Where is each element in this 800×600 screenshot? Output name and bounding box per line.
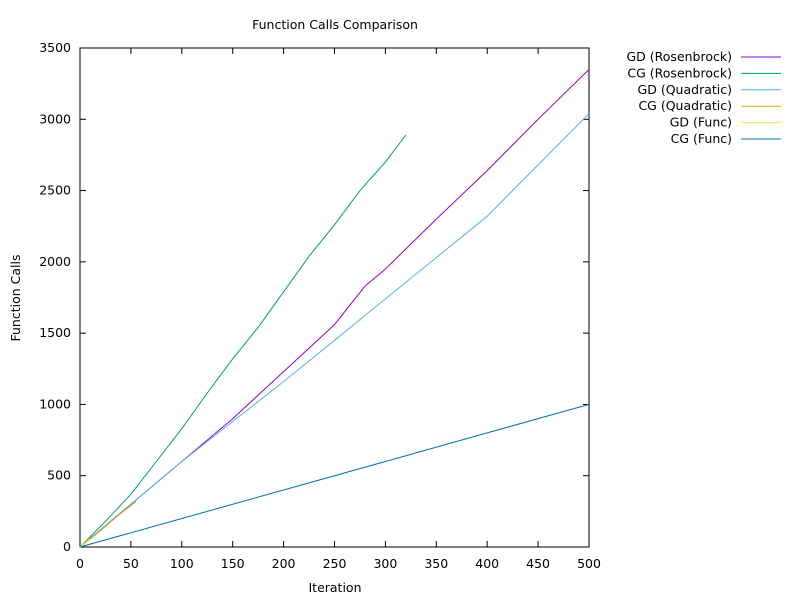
x-axis-label: Iteration	[308, 580, 361, 595]
x-tick-label: 0	[76, 556, 84, 571]
y-tick-label: 0	[63, 539, 71, 554]
series-line-cg-func	[79, 403, 590, 548]
legend-label: GD (Rosenbrock)	[627, 49, 733, 64]
plot-area	[79, 47, 590, 548]
plot-frame	[79, 47, 590, 548]
legend-label: GD (Quadratic)	[638, 82, 732, 97]
series-line-gd-quadratic	[79, 113, 590, 548]
x-tick-label: 450	[526, 556, 550, 571]
y-axis-label: Function Calls	[8, 255, 23, 342]
x-tick-label: 150	[221, 556, 245, 571]
series-line-cg-rosenbrock	[79, 134, 407, 548]
y-tick-label: 1000	[39, 396, 71, 411]
series-line-gd-func	[79, 538, 91, 548]
x-axis: 0 50 100 150 200 250 300 350 400 450 500	[76, 48, 601, 571]
legend-label: CG (Rosenbrock)	[627, 65, 732, 80]
x-tick-label: 350	[424, 556, 448, 571]
y-axis: 0 500 1000 1500 2000 2500 3000 3500	[39, 40, 589, 554]
legend-label: CG (Func)	[671, 131, 732, 146]
x-tick-label: 200	[272, 556, 296, 571]
y-tick-label: 500	[47, 468, 71, 483]
x-tick-label: 400	[475, 556, 499, 571]
x-tick-label: 500	[577, 556, 601, 571]
legend-label: GD (Func)	[670, 115, 732, 130]
x-tick-label: 100	[170, 556, 194, 571]
y-tick-label: 3500	[39, 40, 71, 55]
y-tick-label: 2500	[39, 183, 71, 198]
y-tick-label: 2000	[39, 254, 71, 269]
y-tick-label: 3000	[39, 111, 71, 126]
series-lines	[79, 69, 590, 548]
series-line-cg-quadratic	[79, 501, 137, 548]
y-tick-label: 1500	[39, 325, 71, 340]
chart-title: Function Calls Comparison	[252, 17, 418, 32]
legend: GD (Rosenbrock)CG (Rosenbrock) GD (Quadra…	[627, 49, 781, 146]
x-tick-label: 250	[323, 556, 347, 571]
x-tick-label: 300	[373, 556, 397, 571]
legend-label: CG (Quadratic)	[638, 98, 732, 113]
x-tick-label: 50	[123, 556, 139, 571]
